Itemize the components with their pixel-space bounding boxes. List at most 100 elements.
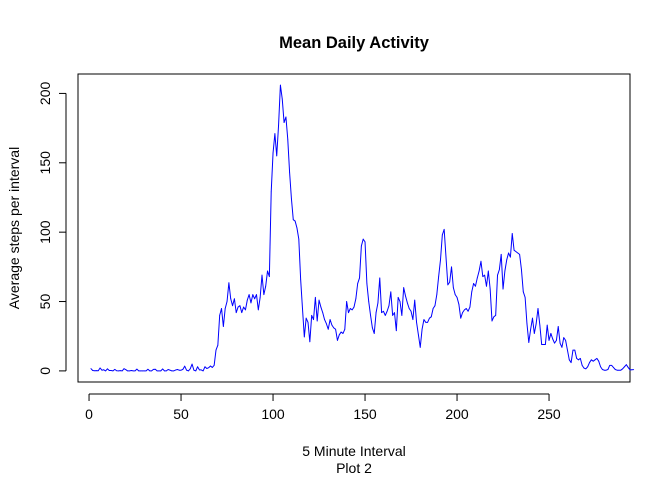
data-point — [368, 301, 370, 302]
data-point — [142, 370, 143, 372]
data-point — [430, 316, 432, 318]
data-point — [96, 370, 97, 372]
data-point — [108, 370, 110, 371]
data-point — [482, 276, 484, 277]
data-point — [620, 369, 622, 371]
data-point — [467, 310, 469, 312]
data-point — [491, 320, 493, 322]
data-point — [366, 283, 368, 284]
data-point — [471, 291, 473, 293]
data-point — [390, 291, 392, 293]
data-point — [362, 238, 364, 240]
data-point — [614, 369, 616, 370]
data-point — [346, 301, 348, 302]
data-point — [283, 122, 285, 123]
data-point — [154, 368, 156, 370]
data-point — [576, 358, 578, 359]
data-point — [438, 276, 440, 277]
data-point — [462, 312, 463, 314]
data-point — [193, 369, 195, 371]
data-point — [544, 344, 546, 345]
data-point — [314, 296, 316, 298]
data-point — [495, 315, 497, 316]
data-point — [587, 366, 589, 368]
data-point — [136, 368, 138, 370]
data-point — [484, 274, 486, 276]
data-point — [497, 274, 498, 276]
data-point — [465, 308, 467, 309]
data-point — [256, 294, 257, 295]
data-point — [303, 336, 305, 338]
y-tick-label: 50 — [37, 294, 53, 310]
data-point — [405, 295, 406, 297]
data-point — [337, 339, 338, 341]
data-point — [320, 306, 322, 308]
y-axis: 0 50 100 150 200 — [37, 82, 67, 375]
data-point — [300, 278, 302, 280]
data-point — [107, 368, 108, 370]
data-point — [188, 370, 189, 372]
data-point — [500, 253, 502, 255]
data-point — [554, 342, 555, 344]
data-point — [399, 301, 401, 302]
data-point — [132, 370, 134, 372]
data-point — [596, 358, 598, 359]
data-point — [568, 359, 570, 361]
data-point — [145, 370, 147, 372]
data-point — [579, 358, 581, 359]
y-tick-label: 200 — [37, 82, 53, 106]
data-point — [302, 308, 303, 309]
data-point — [197, 366, 199, 368]
data-point — [609, 364, 611, 366]
data-point — [406, 302, 408, 304]
data-point — [602, 369, 603, 370]
data-point — [528, 342, 530, 343]
data-point — [210, 365, 211, 367]
data-point — [121, 370, 123, 372]
data-point — [324, 319, 325, 320]
data-point — [230, 298, 232, 300]
data-point — [489, 288, 491, 290]
data-point — [322, 312, 324, 314]
data-point — [458, 303, 460, 305]
data-point — [97, 370, 99, 372]
data-point — [567, 349, 568, 351]
data-point — [427, 321, 428, 323]
data-point — [274, 133, 276, 135]
data-point — [270, 191, 272, 193]
data-point — [364, 241, 366, 243]
data-point — [289, 172, 290, 173]
data-point — [101, 369, 103, 371]
data-point — [340, 331, 342, 333]
data-point — [199, 369, 200, 371]
x-tick-label: 150 — [353, 406, 377, 422]
data-point — [355, 298, 357, 300]
data-point — [153, 368, 154, 370]
data-point — [476, 277, 478, 279]
data-point — [125, 369, 127, 371]
data-point — [456, 296, 458, 298]
y-tick-label: 150 — [37, 151, 53, 175]
data-point — [557, 326, 559, 327]
data-point — [578, 359, 579, 361]
data-point — [613, 367, 614, 368]
data-point — [478, 270, 480, 272]
data-point — [464, 309, 465, 311]
data-point — [130, 370, 132, 371]
data-point — [451, 266, 452, 268]
data-point — [175, 369, 176, 371]
data-point — [278, 124, 279, 126]
x-tick-label: 0 — [85, 406, 93, 422]
data-point — [127, 370, 129, 372]
data-point — [235, 312, 237, 314]
data-point — [221, 308, 222, 309]
data-point — [333, 327, 335, 329]
data-point — [191, 363, 193, 365]
data-point — [184, 365, 186, 367]
data-point — [165, 370, 167, 372]
data-point — [419, 346, 421, 348]
data-point — [99, 367, 101, 369]
data-point — [123, 368, 125, 370]
data-point — [395, 330, 397, 332]
